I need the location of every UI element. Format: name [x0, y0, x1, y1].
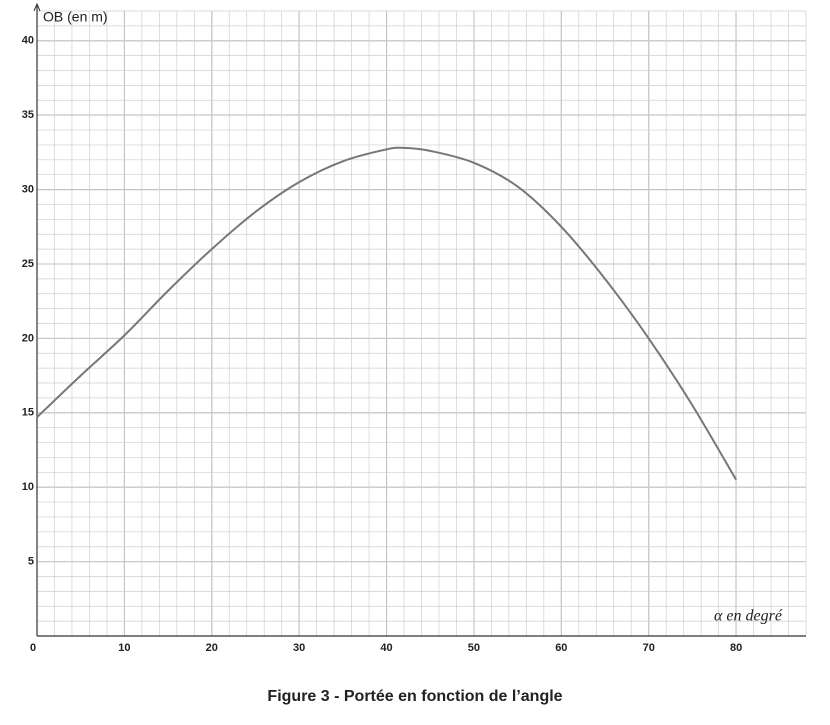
x-tick-label: 70: [643, 642, 655, 654]
chart-title: Figure 3 - Portée en fonction de l’angle: [267, 688, 562, 705]
y-tick-label: 15: [22, 407, 34, 419]
y-axis-arrow: [33, 2, 41, 12]
x-tick-label: 80: [730, 642, 742, 654]
y-tick-label: 5: [28, 556, 34, 568]
x-tick-label: 60: [555, 642, 567, 654]
x-tick-label: 0: [30, 642, 36, 654]
y-tick-label: 10: [22, 481, 34, 493]
y-tick-label: 30: [22, 183, 34, 195]
y-tick-label: 40: [22, 35, 34, 47]
x-tick-label: 10: [118, 642, 130, 654]
y-tick-label: 35: [22, 109, 34, 121]
y-axis-label: OB (en m): [43, 9, 108, 25]
x-tick-label: 40: [380, 642, 392, 654]
x-axis-label: α en degré: [714, 608, 783, 625]
x-tick-label: 20: [206, 642, 218, 654]
y-tick-label: 20: [22, 332, 34, 344]
x-tick-label: 50: [468, 642, 480, 654]
y-tick-label: 25: [22, 258, 34, 270]
data-line: [36, 146, 737, 481]
x-tick-label: 30: [293, 642, 305, 654]
